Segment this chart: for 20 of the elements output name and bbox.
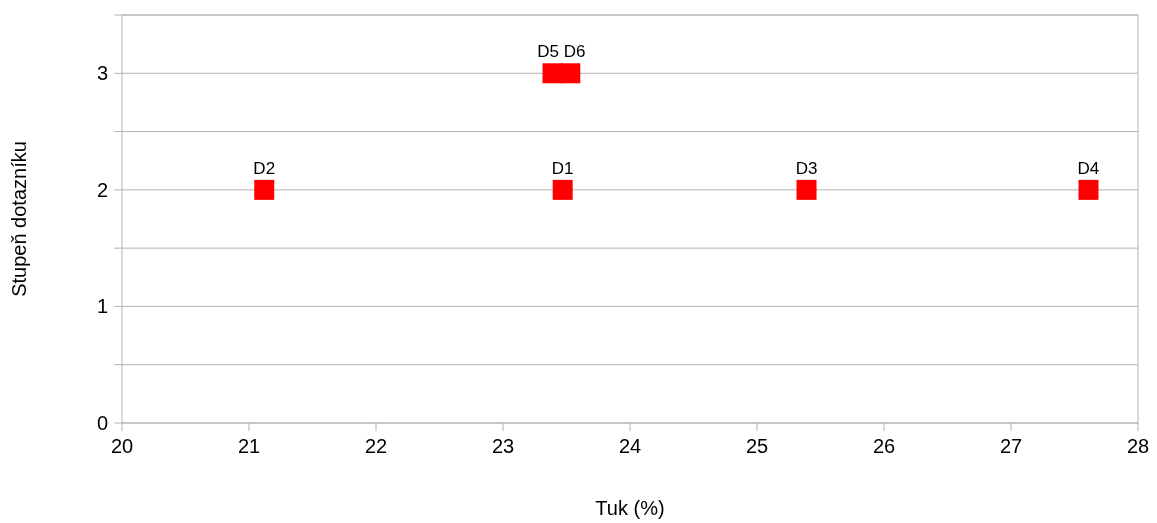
x-tick-label: 21 [237,435,261,457]
x-tick-label: 24 [618,435,642,457]
annotation: D4 [1077,158,1100,178]
x-tick-label: 25 [745,435,769,457]
annotation: D2 [253,158,276,178]
x-axis-title: Tuk (%) [595,497,665,519]
y-tick-label: 2 [96,178,108,201]
x-tick-label: 28 [1126,435,1150,457]
y-axis-title: Stupeň dotazníku [8,141,30,297]
annotation: D1 [551,158,574,178]
y-tick-label: 3 [96,62,108,85]
annotation: D3 [795,158,818,178]
annotation: D5 D6 [537,42,586,62]
y-tick-label: 1 [96,295,108,318]
x-tick-label: 26 [872,435,896,457]
x-tick-label: 22 [364,435,388,457]
x-tick-label: 20 [110,435,134,457]
x-tick-label: 27 [999,435,1023,457]
y-tick-label: 0 [96,412,108,434]
x-tick-label: 23 [491,435,515,457]
